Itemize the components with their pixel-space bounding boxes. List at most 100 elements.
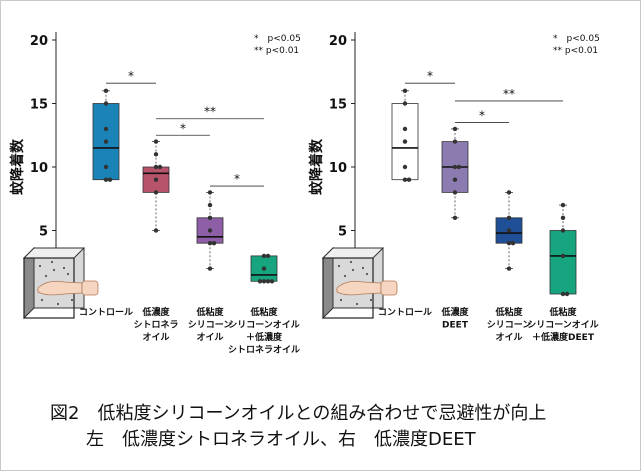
data-point	[560, 228, 566, 233]
data-point	[452, 139, 458, 144]
data-point	[103, 88, 109, 94]
data-point	[265, 279, 271, 284]
x-category-label: シリコーンオイル	[228, 320, 300, 331]
figure-caption-subtitle: 左 低濃度シトロネラオイル、右 低濃度DEET	[50, 429, 476, 450]
arm-shape	[37, 280, 83, 296]
box-4	[549, 230, 577, 295]
data-point	[261, 279, 267, 284]
x-category-label: ＋低濃度DEET	[532, 331, 595, 343]
sleeve-shape	[81, 280, 99, 296]
x-category-label: 低粘度	[195, 306, 224, 318]
figure-caption-title: 図2 低粘度シリコーンオイルとの組み合わせで忌避性が向上	[50, 403, 547, 424]
y-tick-label: 20	[30, 34, 48, 49]
significance-marker: **	[503, 87, 515, 101]
x-category-label: シリコーン	[188, 320, 233, 331]
y-tick-label: 20	[329, 34, 347, 49]
data-point	[261, 266, 267, 271]
data-point	[402, 164, 408, 170]
data-point	[510, 241, 516, 246]
significance-marker: *	[234, 172, 240, 186]
data-point	[103, 177, 109, 182]
data-point	[402, 177, 408, 182]
significance-marker: *	[479, 109, 485, 123]
data-point	[560, 253, 566, 259]
data-point	[153, 190, 159, 195]
data-point	[506, 190, 512, 195]
significance-marker: **	[204, 105, 216, 119]
y-tick-label: 15	[30, 98, 48, 113]
mosquito-dot	[361, 266, 365, 270]
x-category-label: シトロネラオイル	[228, 345, 300, 356]
data-point	[406, 177, 412, 182]
data-point	[452, 126, 458, 132]
data-point	[452, 177, 458, 182]
data-point	[211, 241, 217, 246]
mosquito-dot	[56, 302, 60, 306]
mosquito-dot	[351, 268, 355, 272]
data-point	[452, 215, 458, 220]
x-category-label: 低粘度	[494, 306, 523, 318]
x-category-label: オイル	[142, 332, 169, 343]
data-point	[103, 101, 109, 106]
cage-top	[321, 247, 385, 259]
chart-left: 05101520蚊降着数* p<0.05** p<0.01コントロール低濃度シト…	[9, 32, 301, 356]
x-category-label: オイル	[196, 332, 223, 343]
x-category-label: 低濃度	[141, 306, 170, 318]
data-point	[153, 139, 159, 144]
data-point	[261, 253, 267, 259]
y-axis-label: 蚊降着数	[9, 138, 26, 195]
chart-panel-left: 05101520蚊降着数* p<0.05** p<0.01コントロール低濃度シト…	[6, 20, 306, 370]
data-point	[153, 177, 159, 182]
chart-right: 05101520蚊降着数* p<0.05** p<0.01コントロール低濃度DE…	[308, 32, 600, 343]
x-category-label: 低濃度	[440, 306, 469, 318]
mosquito-dot	[369, 298, 373, 302]
data-point	[207, 215, 213, 220]
mosquito-dot	[50, 260, 54, 264]
sleeve-shape	[380, 280, 398, 296]
cage-top	[22, 247, 86, 259]
mosquito-dot	[38, 264, 42, 268]
legend-entry: * p<0.05	[553, 34, 600, 44]
x-category-label: ＋低濃度	[246, 331, 283, 343]
arm-cage-illustration	[321, 246, 401, 320]
data-point	[107, 177, 113, 182]
data-point	[153, 228, 159, 233]
x-category-label: 低粘度	[249, 306, 278, 318]
legend-entry: ** p<0.01	[553, 46, 598, 56]
chart-panel-right: 05101520蚊降着数* p<0.05** p<0.01コントロール低濃度DE…	[305, 20, 605, 370]
mosquito-dot	[40, 298, 44, 302]
data-point	[103, 139, 109, 144]
data-point	[506, 266, 512, 271]
x-category-label: シトロネラ	[133, 320, 178, 331]
y-tick-label: 10	[329, 161, 347, 176]
y-tick-label: 5	[338, 225, 347, 240]
mosquito-dot	[365, 272, 369, 276]
mosquito-dot	[44, 274, 48, 278]
data-point	[402, 88, 408, 94]
significance-marker: *	[128, 69, 134, 83]
data-point	[207, 266, 213, 271]
data-point	[207, 241, 213, 246]
data-point	[269, 279, 275, 284]
data-point	[402, 126, 408, 132]
significance-marker: *	[427, 69, 433, 83]
legend-entry: ** p<0.01	[254, 46, 299, 56]
data-point	[207, 228, 213, 233]
x-category-label: オイル	[495, 332, 522, 343]
data-point	[402, 101, 408, 106]
data-point	[560, 202, 566, 208]
data-point	[452, 164, 458, 170]
data-point	[207, 190, 213, 195]
data-point	[207, 202, 213, 208]
x-category-label: 低粘度	[548, 306, 577, 318]
mosquito-dot	[349, 260, 353, 264]
data-point	[157, 164, 163, 170]
y-tick-label: 5	[39, 225, 48, 240]
mosquito-dot	[52, 268, 56, 272]
x-category-label: コントロール	[79, 307, 133, 318]
legend-entry: * p<0.05	[254, 34, 301, 44]
y-axis-label: 蚊降着数	[308, 138, 325, 195]
data-point	[452, 190, 458, 195]
data-point	[103, 126, 109, 132]
mosquito-dot	[337, 264, 341, 268]
